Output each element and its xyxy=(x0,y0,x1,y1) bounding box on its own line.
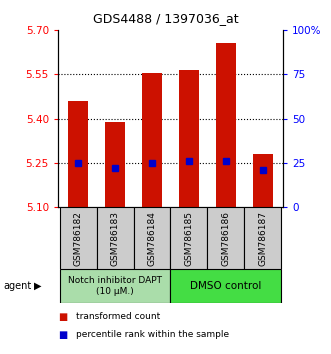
Text: GSM786184: GSM786184 xyxy=(148,211,157,266)
Text: percentile rank within the sample: percentile rank within the sample xyxy=(76,330,229,339)
Bar xyxy=(170,207,207,269)
Text: GSM786187: GSM786187 xyxy=(258,211,267,266)
Text: ■: ■ xyxy=(58,312,67,322)
Bar xyxy=(60,269,170,303)
Text: GSM786183: GSM786183 xyxy=(111,211,119,266)
Text: transformed count: transformed count xyxy=(76,312,161,321)
Bar xyxy=(105,121,125,207)
Bar xyxy=(170,269,281,303)
Text: ▶: ▶ xyxy=(34,281,42,291)
Text: ■: ■ xyxy=(58,330,67,339)
Text: agent: agent xyxy=(3,281,31,291)
Bar xyxy=(207,207,244,269)
Bar xyxy=(244,207,281,269)
Bar xyxy=(142,73,162,207)
Bar xyxy=(179,70,199,207)
Text: GDS4488 / 1397036_at: GDS4488 / 1397036_at xyxy=(93,12,238,25)
Text: Notch inhibitor DAPT
(10 μM.): Notch inhibitor DAPT (10 μM.) xyxy=(68,276,162,296)
Text: GSM786182: GSM786182 xyxy=(74,211,83,266)
Bar xyxy=(60,207,97,269)
Bar xyxy=(253,154,273,207)
Text: GSM786185: GSM786185 xyxy=(184,211,193,266)
Bar xyxy=(134,207,170,269)
Text: DMSO control: DMSO control xyxy=(190,281,261,291)
Bar xyxy=(97,207,134,269)
Bar xyxy=(68,101,88,207)
Bar xyxy=(216,43,236,207)
Text: GSM786186: GSM786186 xyxy=(221,211,230,266)
